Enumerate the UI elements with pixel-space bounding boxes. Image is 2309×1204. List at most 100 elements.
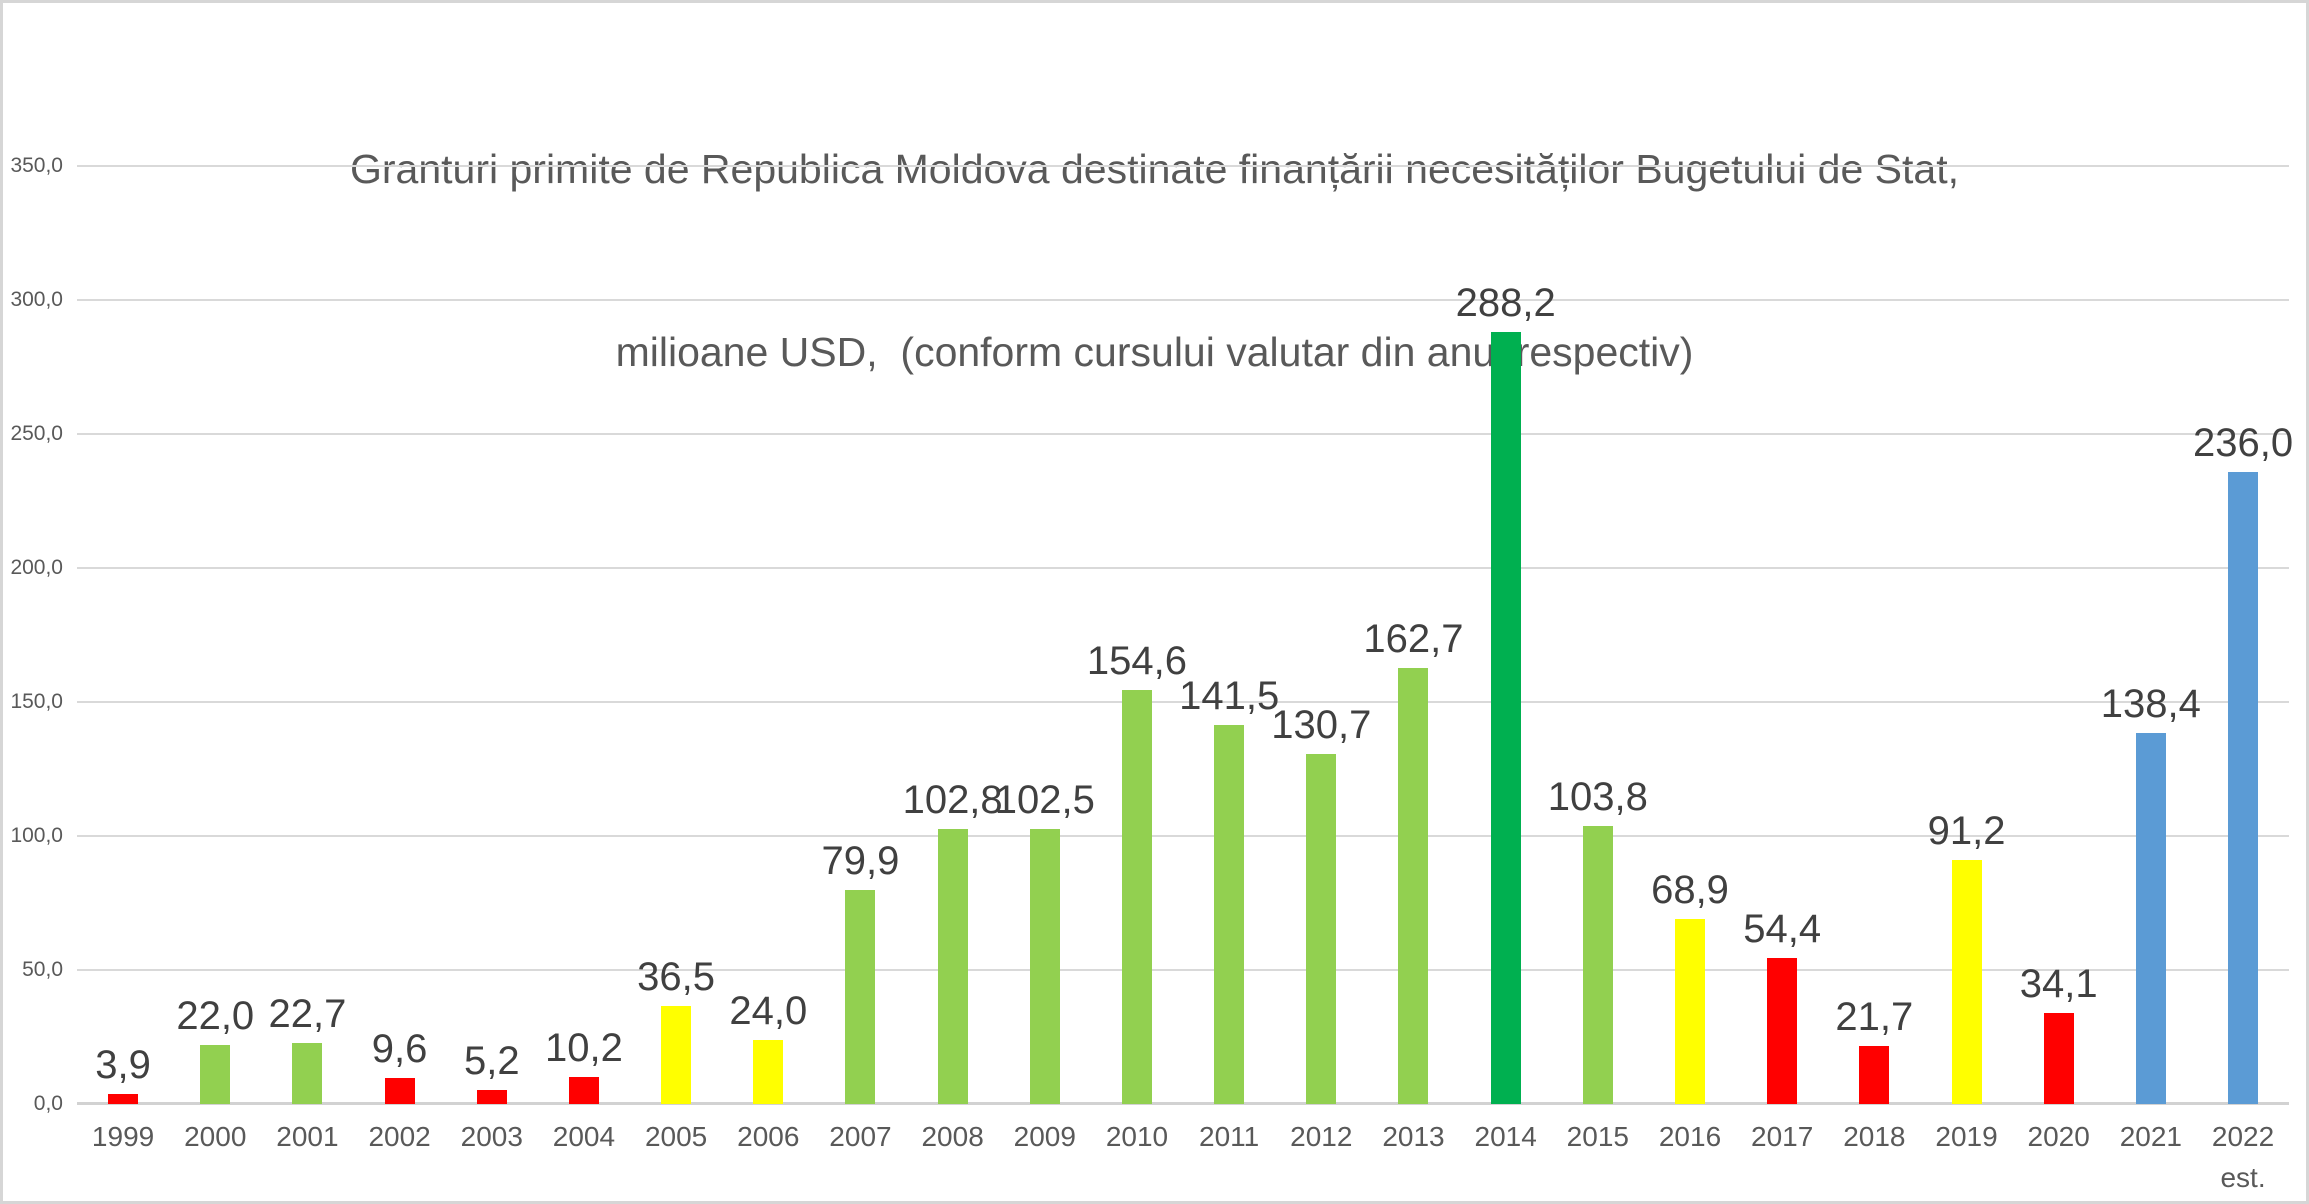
category-2007: 79,9 2007	[814, 166, 906, 1152]
category-2001: 22,7 2001	[261, 166, 353, 1152]
category-2021: 138,4 2021	[2101, 166, 2201, 1152]
category-2008: 102,8 2008	[903, 166, 1003, 1153]
value-label-2015: 103,8	[1547, 774, 1648, 819]
x-tick-2012: 2012	[1290, 1121, 1353, 1152]
x-tick-2019: 2019	[1935, 1121, 1998, 1152]
x-tick-2011: 2011	[1199, 1121, 1260, 1152]
x-tick-2002: 2002	[368, 1121, 431, 1152]
category-2002: 9,6 2002	[354, 166, 446, 1152]
y-tick-100,0: 100,0	[10, 824, 63, 847]
bar-2018	[1859, 1045, 1890, 1104]
bar-2011	[1214, 724, 1245, 1104]
value-label-2014: 288,2	[1455, 280, 1556, 325]
x-tick-2021: 2021	[2119, 1121, 2183, 1152]
bar-2000	[200, 1045, 231, 1104]
gridline-100,0	[77, 835, 2289, 838]
bar-2006	[753, 1039, 784, 1104]
value-label-1999: 3,9	[95, 1042, 151, 1087]
value-label-2017: 54,4	[1743, 907, 1822, 952]
value-label-2019: 91,2	[1927, 808, 2006, 853]
bar-2001	[292, 1043, 323, 1104]
bar-2012	[1306, 753, 1337, 1104]
bar-2021	[2135, 733, 2166, 1104]
value-label-2008: 102,8	[902, 777, 1003, 822]
bar-2015	[1582, 825, 1613, 1104]
value-label-2012: 130,7	[1271, 702, 1372, 747]
x-tick-note-est: est.	[2220, 1162, 2266, 1193]
category-2020: 34,1 2020	[2013, 166, 2105, 1152]
x-tick-2006: 2006	[737, 1121, 800, 1152]
category-2005: 36,5 2005	[630, 166, 722, 1152]
category-2010: 154,6 2010	[1087, 166, 1187, 1152]
category-2016: 68,9 2016	[1644, 166, 1736, 1152]
x-tick-2001: 2001	[276, 1121, 339, 1152]
category-2011: 141,5 2011	[1179, 166, 1279, 1152]
category-2000: 22,0 2000	[169, 166, 261, 1152]
x-tick-2008: 2008	[921, 1121, 984, 1152]
bar-2003	[476, 1090, 507, 1104]
x-tick-2020: 2020	[2027, 1121, 2090, 1152]
bar-2013	[1398, 667, 1429, 1104]
category-2017: 54,4 2017	[1736, 166, 1828, 1152]
x-tick-2004: 2004	[552, 1121, 616, 1152]
bar-2014	[1490, 331, 1521, 1104]
category-2015: 103,8 2015	[1548, 166, 1648, 1152]
bar-2005	[661, 1006, 692, 1104]
x-tick-2017: 2017	[1751, 1121, 1814, 1152]
category-1999: 3,9 1999	[77, 166, 169, 1152]
gridline-150,0	[77, 701, 2289, 703]
y-tick-200,0: 200,0	[10, 556, 63, 579]
value-label-2020: 34,1	[2019, 961, 2098, 1006]
value-label-2016: 68,9	[1651, 868, 1729, 913]
value-label-2011: 141,5	[1179, 673, 1280, 718]
gridline-250,0	[77, 433, 2289, 435]
category-2022: 236,0 2022 est.	[2193, 166, 2293, 1193]
x-tick-2018: 2018	[1843, 1121, 1906, 1152]
y-tick-250,0: 250,0	[10, 422, 63, 445]
value-label-2002: 9,6	[371, 1027, 428, 1072]
chart-title-line2: milioane USD, (conform cursului valutar …	[615, 329, 1694, 375]
value-label-2007: 79,9	[821, 838, 900, 883]
x-tick-2003: 2003	[460, 1121, 523, 1152]
value-label-2010: 154,6	[1086, 638, 1188, 683]
category-2004: 10,2 2004	[538, 166, 630, 1152]
category-2013: 162,7 2013	[1363, 166, 1463, 1152]
value-label-2009: 102,5	[994, 778, 1095, 823]
value-label-2003: 5,2	[463, 1039, 520, 1084]
gridline-300,0	[77, 299, 2289, 301]
value-label-2018: 21,7	[1835, 994, 1914, 1039]
bars-row: 3,9 1999 22,0 2000 22,7 2001 9,6 2002 5,2 2003 10,…	[77, 166, 2293, 1193]
bar-2022	[2228, 471, 2259, 1104]
x-axis-line	[77, 1102, 2289, 1105]
bar-2020	[2043, 1012, 2074, 1104]
value-label-2005: 36,5	[637, 955, 716, 1000]
x-tick-2013: 2013	[1382, 1121, 1445, 1152]
bar-2002	[384, 1078, 415, 1104]
y-tick-150,0: 150,0	[10, 690, 63, 713]
value-label-2006: 24,0	[729, 988, 808, 1033]
category-2019: 91,2 2019	[1920, 166, 2012, 1152]
bar-2017	[1767, 958, 1798, 1104]
bar-1999	[108, 1093, 139, 1104]
x-tick-2016: 2016	[1658, 1121, 1722, 1152]
bar-2009	[1029, 829, 1060, 1104]
value-label-2000: 22,0	[176, 994, 255, 1039]
value-label-2001: 22,7	[268, 992, 347, 1037]
bar-2004	[568, 1076, 599, 1104]
x-tick-2007: 2007	[829, 1121, 892, 1152]
chart-title: Granturi primite de Republica Moldova de…	[3, 17, 2306, 505]
y-tick-350,0: 350,0	[10, 154, 63, 177]
bar-2007	[845, 889, 876, 1104]
chart-title-line1: Granturi primite de Republica Moldova de…	[350, 146, 1959, 192]
plot-area: 3,9 1999 22,0 2000 22,7 2001 9,6 2002 5,2 2003 10,…	[77, 165, 2293, 1193]
bar-2010	[1121, 689, 1152, 1104]
x-tick-2022: 2022	[2211, 1121, 2275, 1152]
category-2014: 288,2 2014	[1456, 166, 1556, 1152]
x-tick-2000: 2000	[184, 1121, 247, 1152]
gridline-200,0	[77, 567, 2289, 570]
y-tick-300,0: 300,0	[10, 288, 63, 311]
category-2012: 130,7 2012	[1271, 166, 1371, 1152]
x-tick-2009: 2009	[1013, 1121, 1076, 1152]
gridline-350,0	[77, 165, 2289, 167]
